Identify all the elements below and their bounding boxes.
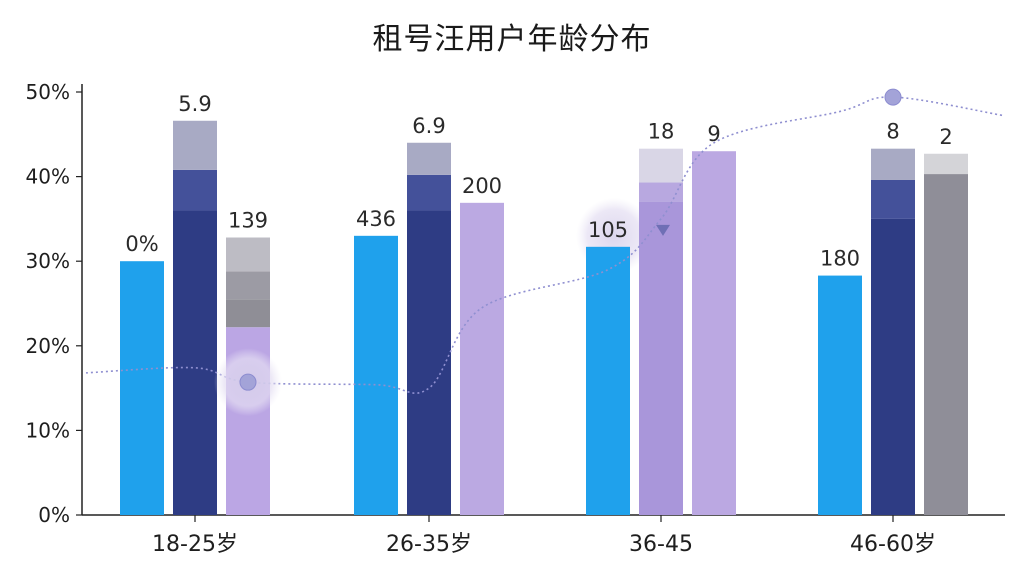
bar-data-label: 2 bbox=[939, 125, 952, 149]
bar-data-label: 5.9 bbox=[178, 92, 211, 116]
y-tick-label: 10% bbox=[26, 418, 70, 442]
bar-segment bbox=[871, 148, 915, 180]
line-marker-point bbox=[884, 88, 902, 106]
bar-segment bbox=[226, 299, 270, 328]
bar-data-label: 436 bbox=[356, 207, 396, 231]
bar-segment bbox=[818, 275, 862, 515]
bar-segment bbox=[692, 151, 736, 515]
bar-segment bbox=[226, 237, 270, 272]
x-category-label: 36-45 bbox=[629, 532, 693, 557]
bar-segment bbox=[407, 174, 451, 211]
bar-segment bbox=[173, 210, 217, 515]
bar-data-label: 0% bbox=[125, 232, 158, 256]
bar-segment bbox=[639, 148, 683, 183]
bar-segment bbox=[871, 179, 915, 219]
y-tick-label: 30% bbox=[26, 249, 70, 273]
x-category-label: 18-25岁 bbox=[152, 532, 238, 557]
bar-segment bbox=[639, 182, 683, 202]
bar-segment bbox=[639, 201, 683, 516]
bar-segment bbox=[460, 202, 504, 516]
y-tick-label: 50% bbox=[26, 80, 70, 104]
bar-data-label: 8 bbox=[886, 120, 899, 144]
bar-segment bbox=[924, 153, 968, 175]
x-category-label: 26-35岁 bbox=[386, 532, 472, 557]
bar-data-label: 200 bbox=[462, 174, 502, 198]
trend-line bbox=[85, 96, 1005, 394]
x-category-label: 46-60岁 bbox=[850, 532, 936, 557]
bar-segment bbox=[407, 142, 451, 175]
bar-segment bbox=[173, 169, 217, 211]
y-tick-label: 40% bbox=[26, 165, 70, 189]
bar-segment bbox=[924, 174, 968, 515]
bar-segment bbox=[407, 210, 451, 515]
bar-data-label: 180 bbox=[820, 247, 860, 271]
bar-data-label: 18 bbox=[648, 120, 675, 144]
bar-data-label: 139 bbox=[228, 209, 268, 233]
y-tick-label: 0% bbox=[38, 503, 70, 527]
bar-segment bbox=[173, 120, 217, 170]
bar-segment bbox=[586, 246, 630, 515]
bar-data-label: 9 bbox=[707, 122, 720, 146]
chart-title: 租号汪用户年龄分布 bbox=[372, 22, 652, 57]
bar-segment bbox=[354, 235, 398, 515]
bar-segment bbox=[120, 261, 164, 515]
line-marker-point bbox=[239, 373, 257, 391]
bar-data-label: 105 bbox=[588, 218, 628, 242]
y-tick-label: 20% bbox=[26, 334, 70, 358]
bar-segment bbox=[871, 218, 915, 515]
bar-data-label: 6.9 bbox=[412, 114, 445, 138]
bar-segment bbox=[226, 271, 270, 300]
triangle-marker bbox=[656, 224, 670, 236]
